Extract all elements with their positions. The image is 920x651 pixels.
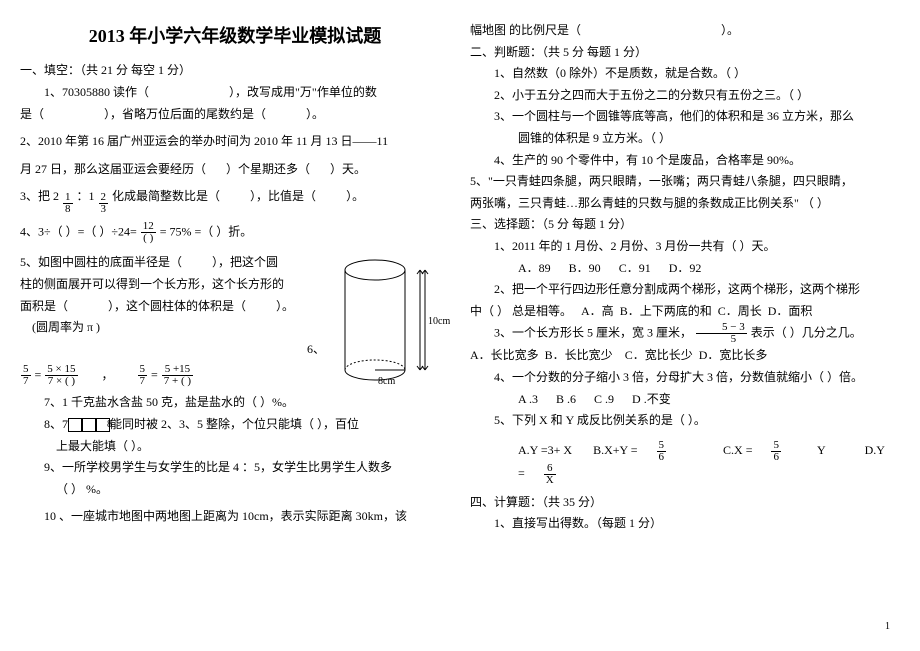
q9: 9、一所学校男学生与女学生的比是 4 ：5，女学生比男学生人数多 (20, 457, 450, 479)
c4-choices: A .3B .6C .9D .不变 (470, 389, 900, 411)
c2: 2、把一个平行四边形任意分割成两个梯形，这两个梯形，这两个梯形 (470, 279, 900, 301)
q9b: （ ） %。 (20, 479, 450, 501)
q3: 3、把 2 18 ：1 23 化成最简整数比是（），比值是（）。 (20, 186, 450, 215)
j3: 3、一个圆柱与一个圆锥等底等高，他们的体积和是 36 立方米，那么 (470, 106, 900, 128)
page-number: 1 (885, 618, 890, 636)
c1-choices: A．89B．90C．91D．92 (470, 258, 900, 280)
cylinder-figure: 8cm 10cm (330, 252, 450, 400)
section-4-header: 四、计算题：（共 35 分） (470, 492, 900, 514)
c3-choices: A．长比宽多 B．长比宽少 C．宽比长少 D．宽比长多 (470, 345, 900, 367)
c3: 3、一个长方形长 5 厘米，宽 3 厘米， 5 − 35 表示（ ）几分之几。 (470, 322, 900, 345)
s4-1: 1、直接写出得数。（每题 1 分） (470, 513, 900, 535)
svg-text:8cm: 8cm (378, 376, 395, 387)
q2: 2、2010 年第 16 届广州亚运会的举办时间为 2010 年 11 月 13… (20, 131, 450, 153)
c5: 5、下列 X 和 Y 成反比例关系的是（ ）。 (470, 410, 900, 432)
section-1-header: 一、填空：（共 21 分 每空 1 分） (20, 60, 450, 82)
section-3-header: 三、选择题：（5 分 每题 1 分） (470, 214, 900, 236)
j2: 2、小于五分之四而大于五份之二的分数只有五份之三。（ ） (470, 85, 900, 107)
q8: 8、78能同时被 2、3、5 整除，个位只能填（ ），百位 (20, 414, 450, 436)
exam-title: 2013 年小学六年级数学毕业模拟试题 (20, 20, 450, 52)
q4: 4、3÷（ ）=（ ）÷24= 12( ) = 75% =（ ）折。 (20, 221, 450, 244)
j4: 4、生产的 90 个零件中，有 10 个是废品，合格率是 90%。 (470, 150, 900, 172)
c4: 4、一个分数的分子缩小 3 倍，分母扩大 3 倍，分数值就缩小（ ）倍。 (470, 367, 900, 389)
j5: 5、"一只青蛙四条腿，两只眼睛，一张嘴；两只青蛙八条腿，四只眼睛， (470, 171, 900, 193)
c5-choices: A.Y =3+ X B.X+Y =56 C.X =56Y D.Y =6X (470, 440, 900, 486)
j3b: 圆锥的体积是 9 立方米。（ ） (470, 128, 900, 150)
section-2-header: 二、判断题：（共 5 分 每题 1 分） (470, 42, 900, 64)
q1: 1、70305880 读作（），改写成用"万"作单位的数 是（），省略万位后面的… (20, 82, 450, 125)
q2b: 月 27 日，那么这届亚运会要经历（）个星期还多（）天。 (20, 159, 450, 181)
q8c: 上最大能填（ ）。 (20, 436, 450, 458)
svg-text:10cm: 10cm (428, 316, 450, 327)
j5b: 两张嘴，三只青蛙…那么青蛙的只数与腿的条数成正比例关系" （ ） (470, 193, 900, 215)
q10: 10 、一座城市地图中两地图上距离为 10cm，表示实际距离 30km，该 (20, 506, 450, 528)
c1: 1、2011 年的 1 月份、2 月份、3 月份一共有（ ）天。 (470, 236, 900, 258)
j1: 1、自然数（0 除外）不是质数，就是合数。（ ） (470, 63, 900, 85)
q10-cont: 幅地图 的比例尺是（）。 (470, 20, 900, 42)
c2b: 中（ ） 总是相等。 A．高 B．上下两底的和 C．周长 D．面积 (470, 301, 900, 323)
